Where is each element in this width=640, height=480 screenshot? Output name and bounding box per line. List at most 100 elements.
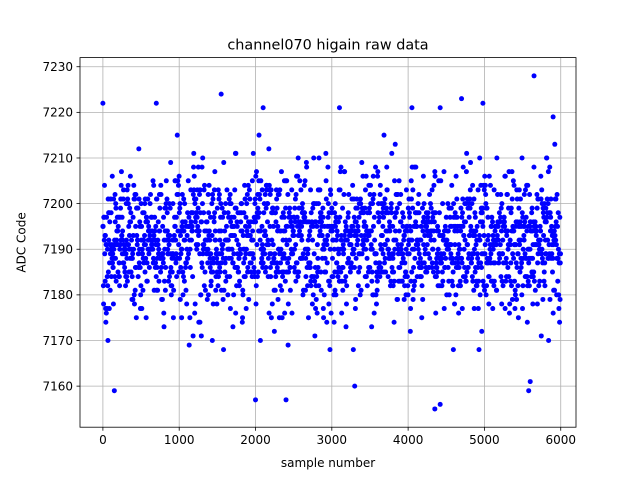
data-point xyxy=(491,187,497,193)
data-point xyxy=(454,196,460,202)
data-point xyxy=(120,196,126,202)
data-point xyxy=(291,233,297,239)
data-point xyxy=(385,274,391,280)
data-point xyxy=(358,233,364,239)
data-point xyxy=(239,228,245,234)
data-point xyxy=(216,274,221,280)
data-point xyxy=(407,214,413,220)
data-point xyxy=(240,292,246,298)
data-point xyxy=(268,274,274,280)
data-point xyxy=(339,310,345,316)
data-point xyxy=(506,274,512,280)
data-point xyxy=(384,164,390,170)
data-point xyxy=(392,228,398,234)
data-point xyxy=(401,233,407,239)
data-point xyxy=(270,223,276,229)
data-point xyxy=(506,310,512,316)
y-tick-label: 7200 xyxy=(42,197,73,211)
data-point xyxy=(286,255,292,261)
data-point xyxy=(201,242,207,248)
data-point xyxy=(346,191,352,197)
data-point xyxy=(547,296,553,302)
data-point xyxy=(471,306,477,312)
data-point xyxy=(202,287,208,293)
data-point xyxy=(314,274,320,280)
data-point xyxy=(369,246,375,252)
data-point xyxy=(237,278,243,284)
data-point xyxy=(254,169,259,175)
data-point xyxy=(253,301,259,307)
data-point xyxy=(439,283,445,289)
data-point xyxy=(524,228,530,234)
data-point xyxy=(358,201,364,207)
data-point xyxy=(327,347,333,353)
data-point xyxy=(240,315,246,321)
data-point xyxy=(356,214,362,220)
data-point xyxy=(282,255,288,261)
data-point xyxy=(471,246,477,252)
data-point xyxy=(471,251,477,257)
data-point xyxy=(182,237,188,243)
data-point xyxy=(141,237,147,243)
data-point xyxy=(168,160,174,166)
data-point xyxy=(465,265,471,270)
data-point xyxy=(393,210,399,216)
data-point xyxy=(261,210,267,216)
data-point xyxy=(179,246,185,252)
data-point xyxy=(425,251,431,257)
data-point xyxy=(454,228,460,234)
data-point xyxy=(101,301,107,307)
data-point xyxy=(116,260,122,266)
data-point xyxy=(284,223,290,229)
data-point xyxy=(375,169,381,175)
data-point xyxy=(101,237,107,243)
data-point xyxy=(490,246,496,252)
data-point xyxy=(154,265,160,270)
data-point xyxy=(398,191,404,197)
data-point xyxy=(285,260,291,266)
data-point xyxy=(508,278,514,284)
data-point xyxy=(320,205,326,211)
data-point xyxy=(379,246,385,252)
data-point xyxy=(323,150,329,156)
data-point xyxy=(151,182,157,188)
data-point xyxy=(313,306,319,312)
data-point xyxy=(369,269,375,275)
data-point xyxy=(430,214,436,220)
data-point xyxy=(471,196,477,202)
data-point xyxy=(273,187,279,193)
data-point xyxy=(233,310,239,316)
data-point xyxy=(171,287,177,293)
data-point xyxy=(121,187,126,193)
data-point xyxy=(150,255,156,261)
data-point xyxy=(462,237,468,243)
data-point xyxy=(520,246,526,252)
data-point xyxy=(502,173,508,179)
data-point xyxy=(230,260,236,266)
data-point xyxy=(212,169,218,175)
data-point xyxy=(115,269,121,275)
data-point xyxy=(433,210,439,216)
data-point xyxy=(538,196,544,202)
data-point xyxy=(480,205,486,211)
data-point xyxy=(555,255,561,261)
data-point xyxy=(183,287,189,293)
data-point xyxy=(156,246,162,252)
data-point xyxy=(124,274,130,280)
data-point xyxy=(299,205,305,211)
data-point xyxy=(401,237,407,243)
data-point xyxy=(392,246,398,252)
data-point xyxy=(226,196,232,202)
data-point xyxy=(517,219,523,225)
data-point xyxy=(293,242,299,248)
data-point xyxy=(537,223,543,229)
data-point xyxy=(144,278,150,284)
data-point xyxy=(200,251,206,257)
data-point xyxy=(186,342,192,348)
data-point xyxy=(158,269,164,275)
data-point xyxy=(204,296,210,302)
data-point xyxy=(178,265,184,270)
data-point xyxy=(260,260,266,266)
data-point xyxy=(431,219,437,225)
